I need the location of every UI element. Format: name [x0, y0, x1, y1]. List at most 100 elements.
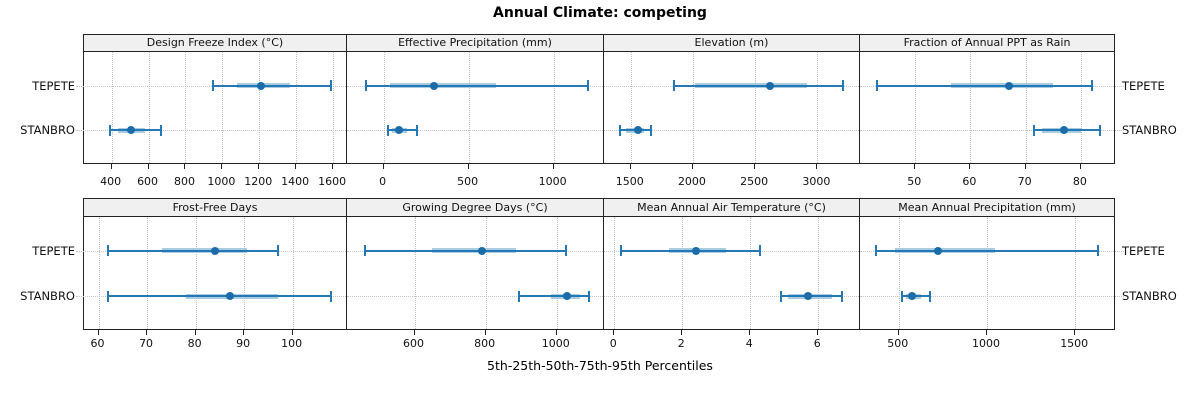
whisker-cap-right	[586, 80, 589, 92]
x-tick	[629, 164, 631, 169]
median-dot	[429, 81, 438, 90]
x-tick	[184, 164, 186, 169]
v-gridline	[195, 217, 197, 329]
whisker-line-5-95	[364, 249, 566, 252]
x-tick	[413, 330, 415, 335]
x-tick-label: 1600	[318, 175, 347, 188]
panel	[346, 217, 605, 330]
v-gridline	[817, 52, 819, 163]
median-dot	[908, 292, 917, 301]
whisker-cap-right	[1097, 245, 1100, 257]
v-gridline	[553, 52, 555, 163]
x-tick-label: 3000	[802, 175, 831, 188]
median-dot	[394, 126, 403, 135]
x-tick	[897, 330, 899, 335]
x-tick	[817, 330, 819, 335]
median-dot	[225, 292, 234, 301]
x-tick	[914, 164, 916, 169]
whisker-cap-left	[107, 245, 110, 257]
panel-strip-title: Growing Degree Days (°C)	[402, 201, 548, 214]
x-tick	[258, 164, 260, 169]
v-gridline	[1080, 52, 1082, 163]
x-tick	[1074, 330, 1076, 335]
whisker-cap-right	[649, 124, 652, 136]
whisker-line-5-95	[213, 84, 332, 87]
x-tick-label: 6	[813, 337, 821, 350]
panel-strip-title: Frost-Free Days	[172, 201, 258, 214]
x-tick-label: 90	[236, 337, 251, 350]
panel	[76, 52, 348, 164]
x-tick	[146, 330, 148, 335]
whisker-cap-left	[518, 290, 521, 302]
row-guideline	[347, 296, 605, 298]
whisker-cap-right	[415, 124, 418, 136]
x-tick-label: 0	[379, 175, 387, 188]
v-gridline	[987, 217, 988, 329]
x-tick-label: 1200	[244, 175, 273, 188]
row-guideline	[860, 296, 1124, 298]
x-tick	[295, 164, 297, 169]
panel-strip: Growing Degree Days (°C)	[346, 198, 604, 217]
x-tick	[97, 330, 99, 335]
x-tick-label: 500	[457, 175, 479, 188]
row-label-left-stanbro: STANBRO	[20, 123, 75, 138]
v-gridline	[485, 217, 487, 329]
x-tick-label: 1000	[972, 337, 1000, 350]
whisker-line-5-95	[109, 129, 162, 132]
panel-strip: Fraction of Annual PPT as Rain	[859, 33, 1115, 52]
v-gridline	[333, 52, 335, 163]
median-dot	[934, 246, 943, 255]
v-gridline	[692, 52, 694, 163]
x-tick	[291, 330, 293, 335]
v-gridline	[750, 217, 752, 329]
whisker-line-5-95	[621, 249, 761, 252]
v-gridline	[414, 217, 416, 329]
x-tick	[754, 164, 756, 169]
whisker-cap-right	[841, 290, 843, 302]
row-label-right-stanbro: STANBRO	[1122, 289, 1177, 304]
v-gridline	[1075, 217, 1077, 329]
whisker-cap-left	[779, 290, 782, 302]
whisker-line-5-95	[674, 84, 843, 87]
x-tick	[467, 164, 469, 169]
x-tick	[749, 330, 751, 335]
median-dot	[257, 81, 266, 90]
whisker-cap-left	[673, 80, 676, 92]
row-label-right-tepete: TEPETE	[1122, 243, 1165, 258]
x-tick	[613, 330, 615, 335]
whisker-cap-right	[277, 245, 280, 257]
v-gridline	[292, 217, 294, 329]
v-gridline	[147, 217, 149, 329]
median-dot	[563, 292, 572, 301]
x-tick-label: 800	[173, 175, 195, 188]
median-dot	[691, 246, 700, 255]
x-tick-label: 70	[139, 337, 154, 350]
v-gridline	[898, 217, 900, 329]
row-label-left-tepete: TEPETE	[32, 243, 75, 258]
v-gridline	[244, 217, 246, 329]
whisker-cap-right	[1090, 80, 1093, 92]
x-tick-label: 2000	[677, 175, 706, 188]
whisker-cap-left	[875, 80, 878, 92]
x-tick-label: 600	[137, 175, 159, 188]
x-tick-label: 80	[187, 337, 202, 350]
panel-strip-title: Effective Precipitation (mm)	[398, 36, 552, 50]
x-tick	[484, 330, 486, 335]
v-gridline	[259, 52, 261, 163]
row-guideline	[76, 130, 348, 132]
panel-strip-title: Fraction of Annual PPT as Rain	[903, 36, 1071, 50]
x-tick	[221, 164, 223, 169]
whisker-cap-left	[874, 245, 877, 257]
x-tick-label: 600	[403, 337, 425, 350]
median-dot	[1060, 126, 1069, 135]
whisker-cap-left	[364, 80, 367, 92]
v-gridline	[556, 217, 558, 329]
x-tick-label: 80	[1072, 175, 1087, 188]
v-gridline	[111, 52, 113, 163]
median-dot	[478, 246, 487, 255]
x-tick	[969, 164, 971, 169]
whisker-cap-left	[620, 245, 622, 257]
whisker-cap-right	[587, 290, 590, 302]
x-tick	[555, 330, 557, 335]
x-tick-label: 60	[90, 337, 105, 350]
